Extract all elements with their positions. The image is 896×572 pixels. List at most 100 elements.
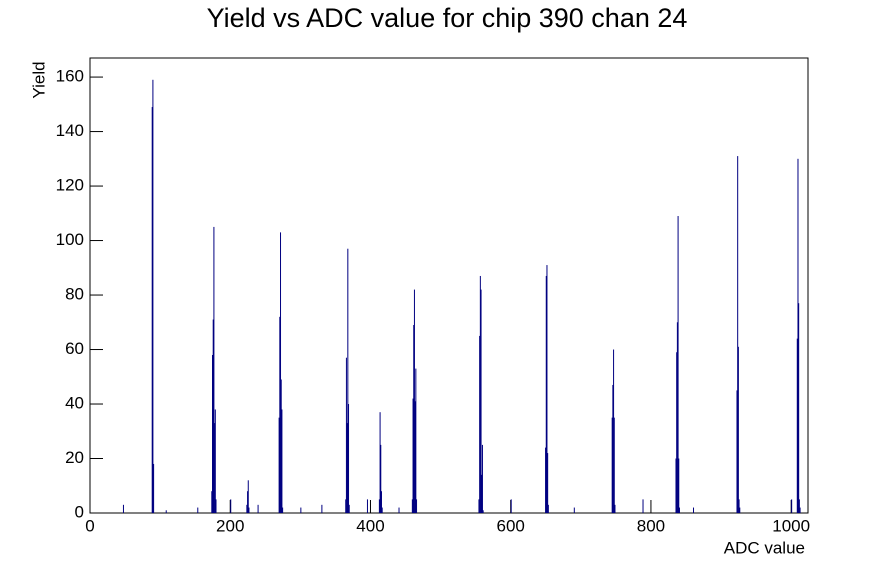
y-tick-label: 120	[56, 176, 84, 195]
bin	[611, 417, 613, 513]
bin	[247, 480, 249, 513]
bin	[230, 499, 232, 513]
bin	[413, 289, 415, 513]
bin	[280, 232, 282, 513]
bin	[380, 444, 382, 513]
bin	[737, 156, 739, 513]
bin	[796, 338, 798, 513]
x-tick-label: 400	[356, 516, 384, 535]
bin	[321, 504, 323, 513]
bin	[213, 226, 215, 513]
bin	[478, 499, 480, 513]
bin	[614, 504, 616, 513]
bin	[573, 507, 575, 513]
bin	[411, 499, 413, 513]
bin	[678, 458, 680, 513]
bin	[481, 444, 483, 513]
bin	[347, 248, 349, 513]
bin	[281, 409, 283, 513]
bin	[613, 349, 615, 513]
bin	[257, 504, 259, 513]
bin	[545, 275, 547, 513]
bin	[546, 265, 548, 513]
bin	[282, 507, 284, 513]
y-tick-label: 80	[65, 285, 84, 304]
bin	[510, 499, 512, 513]
bin	[214, 409, 216, 513]
bin	[739, 507, 741, 513]
bin	[348, 404, 350, 513]
bin	[280, 379, 282, 513]
bin	[545, 447, 547, 513]
bin	[642, 499, 644, 513]
y-tick-label: 40	[65, 394, 84, 413]
x-tick-label: 600	[497, 516, 525, 535]
y-tick-label: 140	[56, 121, 84, 140]
x-tick-label: 0	[85, 516, 94, 535]
bin	[345, 357, 347, 513]
bin	[676, 352, 678, 513]
bin	[398, 507, 400, 513]
bin	[415, 368, 417, 513]
bin	[278, 417, 280, 513]
bin	[153, 463, 155, 513]
y-tick-label: 0	[75, 502, 84, 521]
bin	[197, 507, 199, 513]
bin	[482, 510, 484, 513]
bin	[799, 507, 801, 513]
x-axis-label: ADC value	[724, 538, 805, 557]
bin	[248, 507, 250, 513]
bin	[212, 354, 214, 513]
bin	[151, 107, 153, 513]
bin	[211, 491, 213, 513]
y-tick-label: 60	[65, 339, 84, 358]
y-tick-label: 160	[56, 67, 84, 86]
bin	[413, 325, 415, 513]
bin	[547, 504, 549, 513]
bin	[346, 423, 348, 513]
bin	[378, 499, 380, 513]
bin	[677, 216, 679, 513]
bin	[612, 384, 614, 513]
bin	[165, 510, 167, 513]
bin	[798, 303, 800, 513]
bin	[380, 491, 382, 513]
bin	[481, 474, 483, 513]
bin	[247, 491, 249, 513]
bin	[479, 335, 481, 513]
bin	[736, 390, 738, 513]
bin	[791, 499, 793, 513]
bin	[738, 499, 740, 513]
x-tick-label: 200	[216, 516, 244, 535]
bin	[412, 398, 414, 513]
bin	[675, 458, 677, 513]
bin	[480, 289, 482, 513]
bin	[547, 453, 549, 513]
bin	[613, 417, 615, 513]
bin	[798, 499, 800, 513]
bin	[737, 346, 739, 513]
bin	[366, 499, 368, 513]
bin	[300, 507, 302, 513]
x-tick-label: 800	[637, 516, 665, 535]
bin	[122, 504, 124, 513]
y-tick-label: 20	[65, 448, 84, 467]
bin	[152, 79, 154, 513]
bin	[414, 401, 416, 513]
x-tick-label: 1000	[772, 516, 810, 535]
bin	[348, 504, 350, 513]
bin	[676, 322, 678, 513]
plot-frame	[89, 57, 809, 514]
bin	[246, 504, 248, 513]
bin	[381, 507, 383, 513]
bin	[379, 412, 381, 513]
bin	[678, 507, 680, 513]
y-tick-label: 100	[56, 230, 84, 249]
bin	[416, 499, 418, 513]
bin	[279, 316, 281, 513]
bin	[345, 499, 347, 513]
bin	[693, 507, 695, 513]
bin	[797, 158, 799, 513]
bin	[215, 499, 217, 513]
